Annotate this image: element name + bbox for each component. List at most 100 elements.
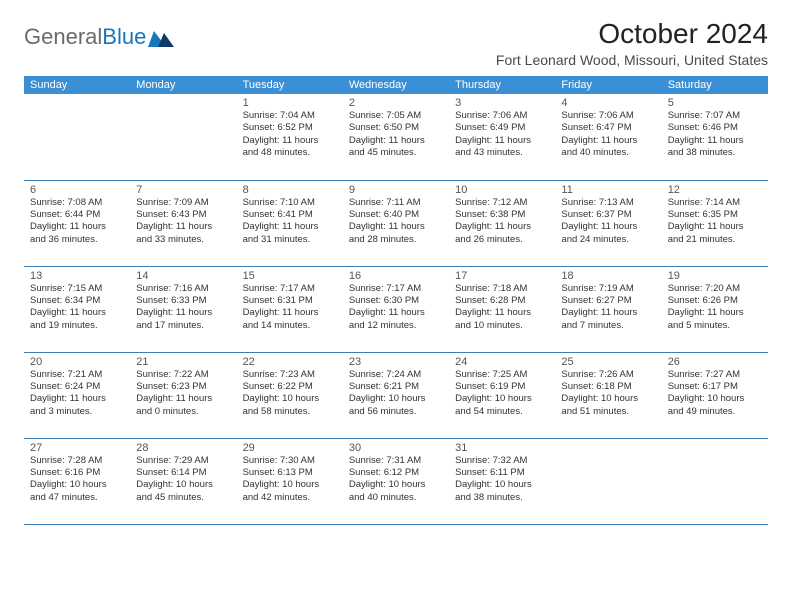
calendar-day-cell: 2Sunrise: 7:05 AMSunset: 6:50 PMDaylight… <box>343 94 449 180</box>
day-info-line: Sunset: 6:21 PM <box>349 381 443 393</box>
logo-text-blue: Blue <box>102 24 146 49</box>
day-info-line: and 51 minutes. <box>561 406 655 418</box>
location-text: Fort Leonard Wood, Missouri, United Stat… <box>496 52 768 68</box>
day-info-line: Sunset: 6:16 PM <box>30 467 124 479</box>
calendar-day-cell: 25Sunrise: 7:26 AMSunset: 6:18 PMDayligh… <box>555 352 661 438</box>
logo-text: GeneralBlue <box>24 24 146 50</box>
day-info-line: Sunrise: 7:18 AM <box>455 283 549 295</box>
day-info-line: and 47 minutes. <box>30 492 124 504</box>
day-info-line: Sunset: 6:18 PM <box>561 381 655 393</box>
calendar-day-cell <box>24 94 130 180</box>
day-info-line: and 28 minutes. <box>349 234 443 246</box>
day-info-line: Daylight: 11 hours <box>455 221 549 233</box>
day-number: 22 <box>243 356 337 368</box>
day-number: 10 <box>455 184 549 196</box>
day-info-line: Sunrise: 7:29 AM <box>136 455 230 467</box>
day-info-line: Sunrise: 7:26 AM <box>561 369 655 381</box>
day-info-line: Sunset: 6:46 PM <box>668 122 762 134</box>
day-info-line: Daylight: 11 hours <box>455 307 549 319</box>
calendar-header-row: SundayMondayTuesdayWednesdayThursdayFrid… <box>24 76 768 94</box>
day-number: 31 <box>455 442 549 454</box>
day-info-line: Sunrise: 7:07 AM <box>668 110 762 122</box>
day-info-line: Sunset: 6:12 PM <box>349 467 443 479</box>
calendar-week-row: 27Sunrise: 7:28 AMSunset: 6:16 PM Dayligh… <box>24 438 768 524</box>
day-info-line: Sunset: 6:49 PM <box>455 122 549 134</box>
calendar-day-cell: 10Sunrise: 7:12 AMSunset: 6:38 PMDayligh… <box>449 180 555 266</box>
day-info-line: Sunrise: 7:32 AM <box>455 455 549 467</box>
calendar-day-cell: 31Sunrise: 7:32 AMSunset: 6:11 PMDayligh… <box>449 438 555 524</box>
day-number: 20 <box>30 356 124 368</box>
day-info-line: Daylight: 10 hours <box>349 479 443 491</box>
day-number: 26 <box>668 356 762 368</box>
day-info-line: and 49 minutes. <box>668 406 762 418</box>
logo: GeneralBlue <box>24 24 174 50</box>
day-info-line: Sunset: 6:44 PM <box>30 209 124 221</box>
day-info-line: and 58 minutes. <box>243 406 337 418</box>
day-info-line: Sunset: 6:13 PM <box>243 467 337 479</box>
day-info-line: Sunrise: 7:05 AM <box>349 110 443 122</box>
day-number: 30 <box>349 442 443 454</box>
day-number: 17 <box>455 270 549 282</box>
calendar-day-cell: 18Sunrise: 7:19 AMSunset: 6:27 PMDayligh… <box>555 266 661 352</box>
day-number: 9 <box>349 184 443 196</box>
day-number: 16 <box>349 270 443 282</box>
day-header: Saturday <box>662 76 768 94</box>
day-number: 14 <box>136 270 230 282</box>
day-number: 29 <box>243 442 337 454</box>
day-info-line: Daylight: 10 hours <box>243 479 337 491</box>
day-info-line: Sunrise: 7:28 AM <box>30 455 124 467</box>
day-info-line: Daylight: 11 hours <box>561 307 655 319</box>
day-info-line: and 54 minutes. <box>455 406 549 418</box>
calendar-week-row: 1Sunrise: 7:04 AMSunset: 6:52 PMDaylight… <box>24 94 768 180</box>
calendar-day-cell: 21Sunrise: 7:22 AMSunset: 6:23 PMDayligh… <box>130 352 236 438</box>
day-info-line: Sunset: 6:24 PM <box>30 381 124 393</box>
calendar-day-cell: 13Sunrise: 7:15 AMSunset: 6:34 PMDayligh… <box>24 266 130 352</box>
day-info-line: Sunrise: 7:16 AM <box>136 283 230 295</box>
day-info-line: Daylight: 11 hours <box>243 221 337 233</box>
day-info-line: Sunset: 6:22 PM <box>243 381 337 393</box>
day-info-line: Daylight: 11 hours <box>668 221 762 233</box>
day-number: 11 <box>561 184 655 196</box>
day-info-line: Sunrise: 7:14 AM <box>668 197 762 209</box>
day-info-line: Daylight: 11 hours <box>349 135 443 147</box>
day-info-line: Sunrise: 7:15 AM <box>30 283 124 295</box>
day-info-line: Sunrise: 7:27 AM <box>668 369 762 381</box>
calendar-day-cell: 17Sunrise: 7:18 AMSunset: 6:28 PMDayligh… <box>449 266 555 352</box>
day-header: Sunday <box>24 76 130 94</box>
day-number: 4 <box>561 97 655 109</box>
day-info-line: and 19 minutes. <box>30 320 124 332</box>
day-number: 7 <box>136 184 230 196</box>
title-block: October 2024 Fort Leonard Wood, Missouri… <box>496 18 768 68</box>
day-info-line: Sunset: 6:37 PM <box>561 209 655 221</box>
day-info-line: Sunrise: 7:06 AM <box>561 110 655 122</box>
day-number: 18 <box>561 270 655 282</box>
day-info-line: Sunset: 6:26 PM <box>668 295 762 307</box>
day-info-line: and 12 minutes. <box>349 320 443 332</box>
calendar-table: SundayMondayTuesdayWednesdayThursdayFrid… <box>24 76 768 525</box>
calendar-day-cell: 6Sunrise: 7:08 AMSunset: 6:44 PMDaylight… <box>24 180 130 266</box>
day-info-line: Daylight: 11 hours <box>455 135 549 147</box>
day-info-line: Daylight: 10 hours <box>668 393 762 405</box>
day-info-line: Sunset: 6:23 PM <box>136 381 230 393</box>
day-info-line: and 21 minutes. <box>668 234 762 246</box>
day-info-line: and 5 minutes. <box>668 320 762 332</box>
day-info-line: and 48 minutes. <box>243 147 337 159</box>
day-header: Tuesday <box>237 76 343 94</box>
day-info-line: Daylight: 10 hours <box>561 393 655 405</box>
day-info-line: Sunset: 6:33 PM <box>136 295 230 307</box>
day-number: 13 <box>30 270 124 282</box>
day-info-line: and 40 minutes. <box>561 147 655 159</box>
day-info-line: and 14 minutes. <box>243 320 337 332</box>
calendar-day-cell: 26Sunrise: 7:27 AMSunset: 6:17 PMDayligh… <box>662 352 768 438</box>
day-number: 15 <box>243 270 337 282</box>
day-info-line: Sunset: 6:27 PM <box>561 295 655 307</box>
day-info-line: and 36 minutes. <box>30 234 124 246</box>
day-info-line: and 33 minutes. <box>136 234 230 246</box>
calendar-day-cell: 24Sunrise: 7:25 AMSunset: 6:19 PMDayligh… <box>449 352 555 438</box>
day-info-line: Sunset: 6:43 PM <box>136 209 230 221</box>
day-number: 27 <box>30 442 124 454</box>
day-info-line: Sunrise: 7:08 AM <box>30 197 124 209</box>
calendar-day-cell: 7Sunrise: 7:09 AMSunset: 6:43 PMDaylight… <box>130 180 236 266</box>
day-header: Monday <box>130 76 236 94</box>
calendar-day-cell: 22Sunrise: 7:23 AMSunset: 6:22 PMDayligh… <box>237 352 343 438</box>
